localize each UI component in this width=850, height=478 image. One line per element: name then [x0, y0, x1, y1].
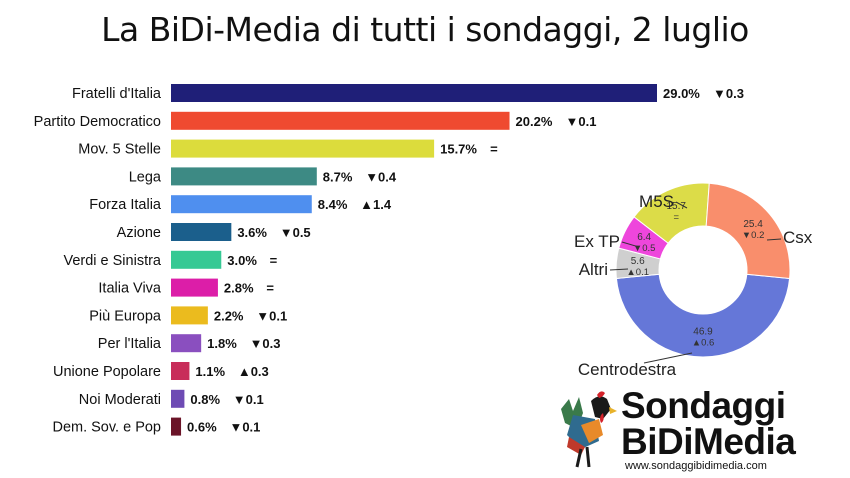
value-label: 1.8% — [207, 336, 237, 351]
bar — [171, 306, 208, 325]
value-label: 20.2% — [516, 114, 553, 129]
change-label: ▲1.4 — [360, 197, 392, 212]
leader-line — [609, 268, 629, 271]
bar — [171, 278, 218, 297]
donut-chart: 46.9▲0.6 Centrodestra 5.6▲0.1 Altri 6.4▼0.5 E… — [574, 182, 813, 379]
leader-line — [675, 201, 688, 209]
bar — [171, 334, 202, 353]
slice-change-label: ▼0.5 — [633, 243, 656, 254]
category-label: Forza Italia — [89, 197, 162, 213]
bar — [171, 417, 182, 436]
logo-text-bidimedia: BiDiMedia — [621, 421, 796, 462]
value-label: 0.6% — [187, 420, 217, 435]
category-label: Unione Popolare — [53, 364, 161, 380]
leader-line — [643, 352, 693, 364]
chart-title: La BiDi-Media di tutti i sondaggi, 2 lug… — [101, 10, 749, 49]
change-label: ▼0.4 — [365, 169, 397, 184]
category-label: Partito Democratico — [34, 114, 161, 130]
category-label: Per l'Italia — [98, 336, 162, 352]
leader-line — [766, 238, 782, 241]
change-label: ▼0.3 — [713, 86, 744, 101]
slice-change-label: ▼0.2 — [742, 230, 765, 241]
change-label: ▲0.3 — [238, 364, 269, 379]
value-label: 3.0% — [227, 253, 257, 268]
category-label: Mov. 5 Stelle — [78, 142, 161, 158]
bar — [171, 362, 190, 380]
slice-value-label: 25.4 — [743, 219, 763, 230]
change-label: = — [266, 281, 274, 296]
change-label: ▼0.1 — [256, 308, 287, 323]
donut-slice — [705, 182, 791, 280]
rooster-icon — [561, 391, 617, 468]
value-label: 29.0% — [663, 86, 700, 101]
value-label: 8.7% — [323, 169, 353, 184]
value-label: 2.8% — [224, 281, 254, 296]
change-label: ▼0.3 — [250, 336, 281, 351]
bar — [171, 250, 222, 269]
change-label: = — [490, 142, 498, 157]
change-label: ▼0.1 — [233, 392, 264, 407]
value-label: 15.7% — [440, 142, 477, 157]
change-label: ▼0.1 — [566, 114, 597, 129]
bar — [171, 84, 657, 102]
category-label: Fratelli d'Italia — [72, 86, 162, 102]
value-label: 0.8% — [190, 392, 220, 407]
website-url: www.sondaggibidimedia.com — [625, 460, 767, 472]
leader-line — [621, 241, 640, 248]
slice-value-label: 6.4 — [637, 232, 651, 243]
slice-change-label: = — [673, 212, 679, 223]
brand-logo: Sondaggi BiDiMedia www.sondaggibidimedia… — [555, 385, 845, 475]
bar — [171, 223, 232, 241]
category-label: Noi Moderati — [79, 392, 161, 408]
bar — [171, 389, 185, 408]
slice-value-label: 5.6 — [631, 256, 645, 267]
value-label: 3.6% — [237, 225, 267, 240]
slice-change-label: ▲0.1 — [626, 267, 649, 278]
logo-text-sondaggi: Sondaggi — [621, 385, 786, 426]
bar — [171, 139, 435, 158]
bar — [171, 111, 510, 130]
change-label: ▼0.1 — [229, 420, 260, 435]
slice-name-label: Ex TP — [574, 232, 620, 251]
change-label: = — [270, 253, 278, 268]
slice-name-label: Csx — [783, 228, 813, 247]
category-label: Lega — [129, 169, 162, 185]
slice-change-label: ▲0.6 — [692, 338, 715, 349]
category-label: Azione — [117, 225, 161, 241]
slice-name-label: Centrodestra — [578, 360, 677, 379]
value-label: 1.1% — [195, 364, 225, 379]
value-label: 2.2% — [214, 308, 244, 323]
category-label: Italia Viva — [98, 281, 162, 297]
category-label: Verdi e Sinistra — [63, 253, 161, 269]
bar — [171, 195, 312, 214]
donut-slice — [615, 273, 791, 358]
slice-name-label: M5S — [639, 192, 674, 211]
category-label: Dem. Sov. e Pop — [52, 420, 161, 436]
slice-value-label: 15.7 — [666, 201, 686, 212]
slice-name-label: Altri — [579, 260, 608, 279]
category-label: Più Europa — [89, 308, 162, 324]
change-label: ▼0.5 — [280, 225, 311, 240]
bar — [171, 167, 317, 186]
value-label: 8.4% — [318, 197, 348, 212]
slice-value-label: 46.9 — [693, 327, 713, 338]
